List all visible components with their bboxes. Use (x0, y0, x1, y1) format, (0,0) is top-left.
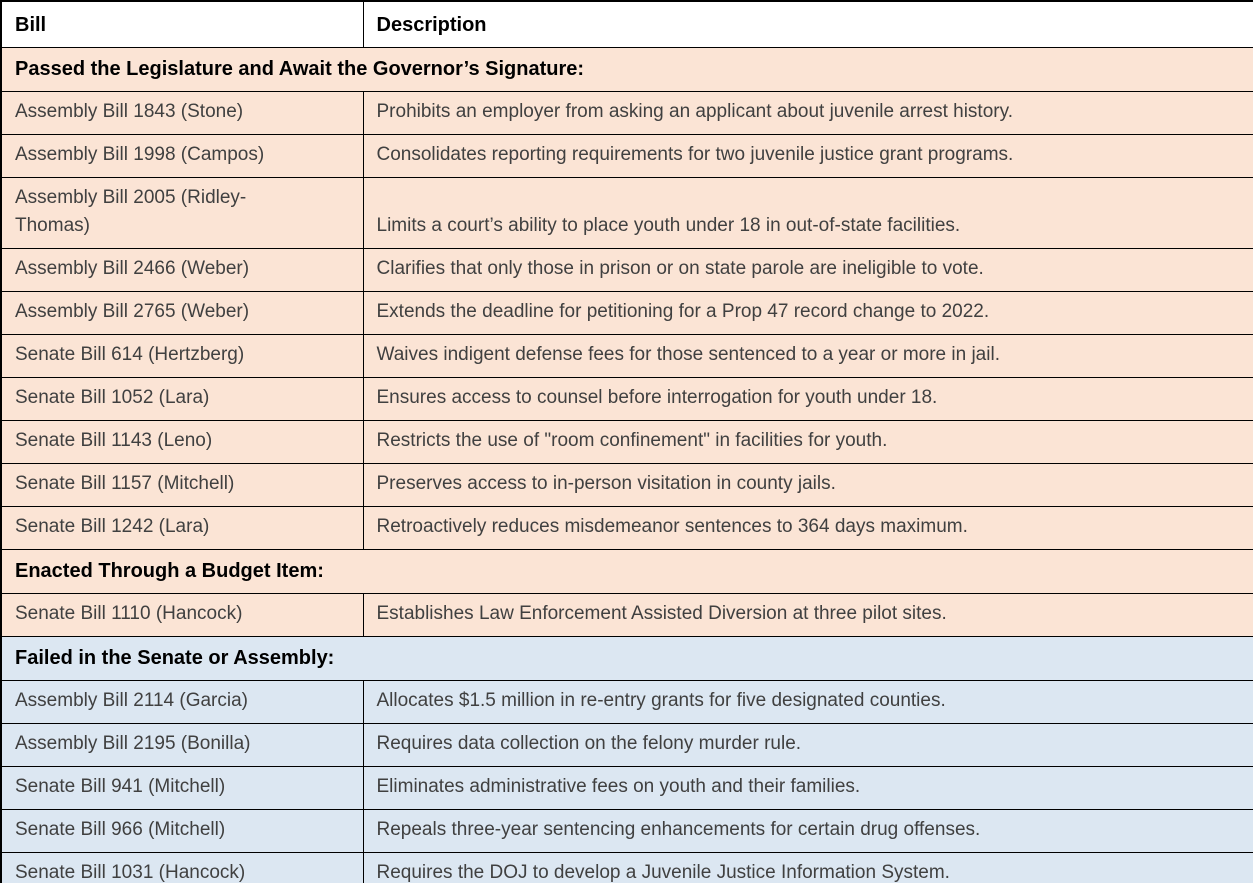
table-row: Senate Bill 1157 (Mitchell) Preserves acc… (0, 462, 1253, 507)
table-row: Senate Bill 1052 (Lara) Ensures access to… (0, 376, 1253, 421)
table-row: Assembly Bill 2466 (Weber) Clarifies that… (0, 247, 1253, 292)
bill-name: Senate Bill 1143 (Leno) (15, 429, 213, 451)
description-cell: Establishes Law Enforcement Assisted Div… (362, 592, 1253, 637)
description-cell: Retroactively reduces misdemeanor senten… (362, 505, 1253, 550)
bill-cell: Assembly Bill 2114 (Garcia) (0, 679, 364, 724)
bill-cell: Senate Bill 1143 (Leno) (0, 419, 364, 464)
description-cell: Allocates $1.5 million in re-entry grant… (362, 679, 1253, 724)
bill-cell: Senate Bill 1052 (Lara) (0, 376, 364, 421)
bill-cell: Senate Bill 1157 (Mitchell) (0, 462, 364, 507)
bill-cell: Assembly Bill 2765 (Weber) (0, 290, 364, 335)
table-row: Senate Bill 1110 (Hancock) Establishes La… (0, 592, 1253, 637)
section-title: Passed the Legislature and Await the Gov… (0, 46, 1253, 92)
table-row: Senate Bill 1031 (Hancock) Requires the D… (0, 851, 1253, 883)
bill-name: Assembly Bill 2114 (Garcia) (15, 689, 249, 711)
table-row: Assembly Bill 1998 (Campos) Consolidates … (0, 133, 1253, 178)
bill-cell: Senate Bill 614 (Hertzberg) (0, 333, 364, 378)
bill-name: Assembly Bill 2765 (Weber) (15, 300, 250, 322)
section-title: Failed in the Senate or Assembly: (0, 635, 1253, 681)
bill-name: Senate Bill 1110 (Hancock) (15, 602, 243, 624)
bill-cell: Assembly Bill 1998 (Campos) (0, 133, 364, 178)
section-title: Enacted Through a Budget Item: (0, 548, 1253, 594)
bill-name: Senate Bill 941 (Mitchell) (15, 775, 226, 797)
description-cell: Eliminates administrative fees on youth … (362, 765, 1253, 810)
description-cell: Repeals three-year sentencing enhancemen… (362, 808, 1253, 853)
table-row: Senate Bill 966 (Mitchell) Repeals three-… (0, 808, 1253, 853)
bill-name: Senate Bill 614 (Hertzberg) (15, 343, 245, 365)
column-header-row: Bill Description (0, 0, 1253, 48)
column-header-description: Description (362, 0, 1253, 48)
bill-name: Senate Bill 1052 (Lara) (15, 386, 210, 408)
description-cell: Prohibits an employer from asking an app… (362, 90, 1253, 135)
description-cell: Consolidates reporting requirements for … (362, 133, 1253, 178)
bill-name: Senate Bill 1031 (Hancock) (15, 861, 246, 883)
table-row: Senate Bill 1143 (Leno) Restricts the use… (0, 419, 1253, 464)
bill-name: Assembly Bill 2466 (Weber) (15, 257, 250, 279)
bill-name: Senate Bill 1157 (Mitchell) (15, 472, 235, 494)
table-body: Passed the Legislature and Await the Gov… (0, 46, 1253, 883)
table-row: Assembly Bill 2195 (Bonilla) Requires dat… (0, 722, 1253, 767)
section-header-row: Passed the Legislature and Await the Gov… (0, 46, 1253, 92)
description-cell: Ensures access to counsel before interro… (362, 376, 1253, 421)
table-row: Senate Bill 614 (Hertzberg) Waives indige… (0, 333, 1253, 378)
bill-name: Assembly Bill 2005 (Ridley-Thomas) (15, 186, 247, 236)
bill-name: Senate Bill 1242 (Lara) (15, 515, 210, 537)
bill-name: Assembly Bill 2195 (Bonilla) (15, 732, 251, 754)
column-header-bill: Bill (0, 0, 364, 48)
section-header-row: Enacted Through a Budget Item: (0, 548, 1253, 594)
description-cell: Requires data collection on the felony m… (362, 722, 1253, 767)
description-cell: Preserves access to in-person visitation… (362, 462, 1253, 507)
description-cell: Extends the deadline for petitioning for… (362, 290, 1253, 335)
bill-cell: Assembly Bill 2005 (Ridley-Thomas) (0, 176, 364, 249)
bill-cell: Senate Bill 1031 (Hancock) (0, 851, 364, 883)
bill-cell: Senate Bill 941 (Mitchell) (0, 765, 364, 810)
section-header-row: Failed in the Senate or Assembly: (0, 635, 1253, 681)
description-cell: Requires the DOJ to develop a Juvenile J… (362, 851, 1253, 883)
bill-cell: Senate Bill 966 (Mitchell) (0, 808, 364, 853)
table-row: Assembly Bill 2005 (Ridley-Thomas) Limits… (0, 176, 1253, 249)
table-row: Assembly Bill 2765 (Weber) Extends the de… (0, 290, 1253, 335)
bill-cell: Senate Bill 1242 (Lara) (0, 505, 364, 550)
bill-name: Assembly Bill 1843 (Stone) (15, 100, 244, 122)
bill-cell: Assembly Bill 1843 (Stone) (0, 90, 364, 135)
bill-cell: Assembly Bill 2466 (Weber) (0, 247, 364, 292)
bill-cell: Senate Bill 1110 (Hancock) (0, 592, 364, 637)
table-row: Senate Bill 941 (Mitchell) Eliminates adm… (0, 765, 1253, 810)
table-row: Assembly Bill 1843 (Stone) Prohibits an e… (0, 90, 1253, 135)
description-cell: Waives indigent defense fees for those s… (362, 333, 1253, 378)
bill-name: Assembly Bill 1998 (Campos) (15, 143, 265, 165)
bill-cell: Assembly Bill 2195 (Bonilla) (0, 722, 364, 767)
description-cell: Clarifies that only those in prison or o… (362, 247, 1253, 292)
table-header: Bill Description (0, 0, 1253, 48)
description-cell: Limits a court’s ability to place youth … (362, 176, 1253, 249)
table-row: Senate Bill 1242 (Lara) Retroactively red… (0, 505, 1253, 550)
table-row: Assembly Bill 2114 (Garcia) Allocates $1.… (0, 679, 1253, 724)
bill-name: Senate Bill 966 (Mitchell) (15, 818, 226, 840)
description-cell: Restricts the use of "room confinement" … (362, 419, 1253, 464)
